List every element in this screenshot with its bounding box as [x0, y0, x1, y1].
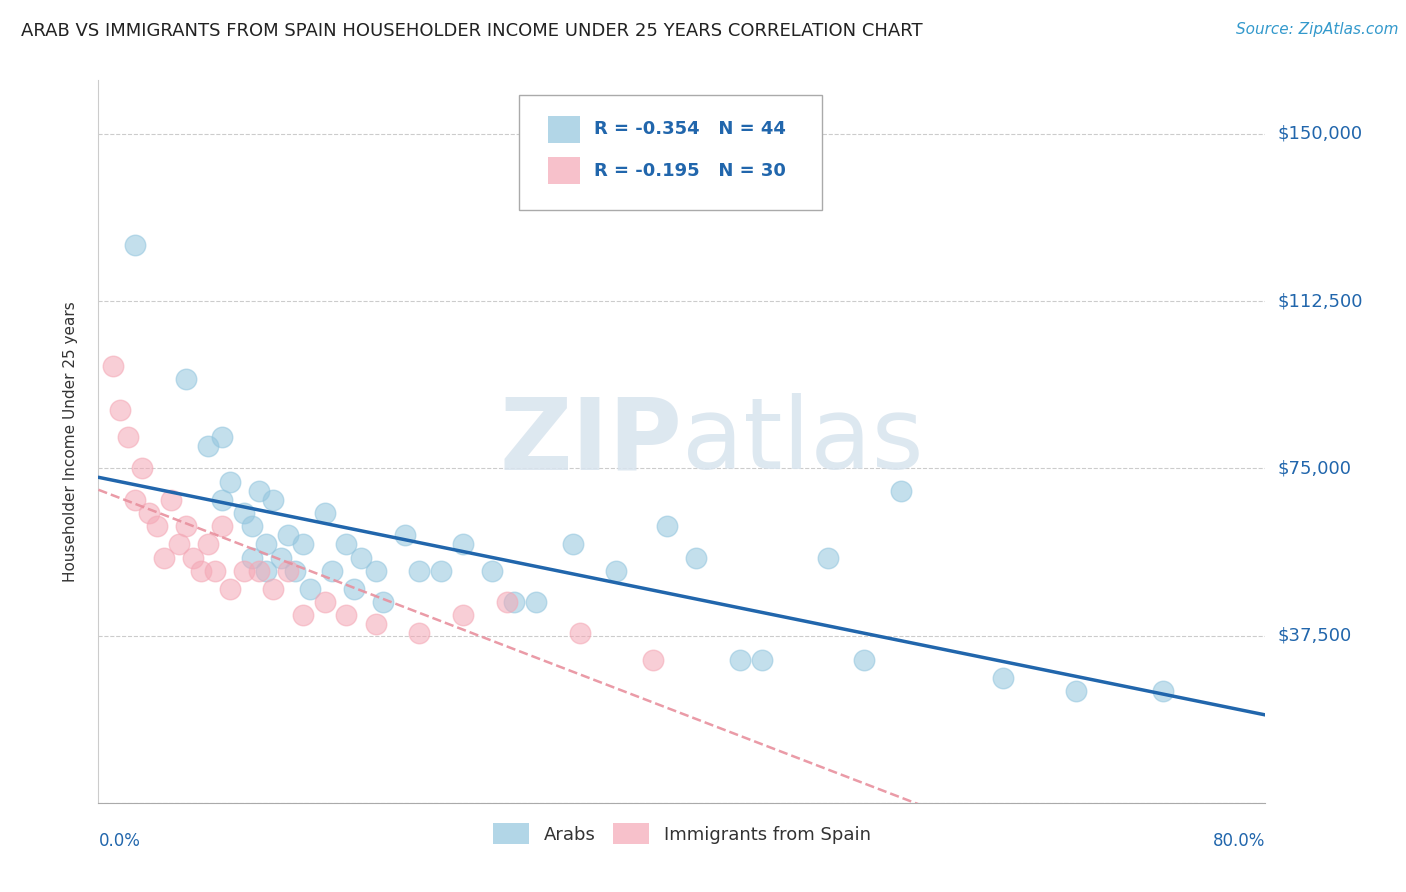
Point — [254, 537, 277, 551]
Point — [408, 564, 430, 578]
Point — [730, 653, 752, 667]
Point — [451, 608, 474, 623]
Point — [335, 537, 357, 551]
Point — [138, 506, 160, 520]
Point — [211, 492, 233, 507]
Point — [890, 483, 912, 498]
Point — [181, 550, 204, 565]
Text: Source: ZipAtlas.com: Source: ZipAtlas.com — [1236, 22, 1399, 37]
Text: R = -0.354   N = 44: R = -0.354 N = 44 — [595, 120, 786, 138]
Point — [233, 564, 256, 578]
Point — [153, 550, 176, 565]
Point — [284, 564, 307, 578]
Point — [451, 537, 474, 551]
Point — [314, 595, 336, 609]
Point — [503, 595, 526, 609]
Point — [298, 582, 321, 596]
Point — [167, 537, 190, 551]
Point — [240, 519, 263, 533]
Point — [751, 653, 773, 667]
Point — [817, 550, 839, 565]
Point — [291, 537, 314, 551]
Text: ARAB VS IMMIGRANTS FROM SPAIN HOUSEHOLDER INCOME UNDER 25 YEARS CORRELATION CHAR: ARAB VS IMMIGRANTS FROM SPAIN HOUSEHOLDE… — [21, 22, 922, 40]
Point — [211, 519, 233, 533]
Point — [160, 492, 183, 507]
Point — [174, 372, 197, 386]
Text: $112,500: $112,500 — [1277, 292, 1362, 310]
Point — [430, 564, 453, 578]
Text: atlas: atlas — [682, 393, 924, 490]
Point — [247, 483, 270, 498]
Point — [685, 550, 707, 565]
Point — [146, 519, 169, 533]
Point — [853, 653, 876, 667]
Point — [101, 359, 124, 373]
Point — [218, 582, 240, 596]
Point — [254, 564, 277, 578]
Text: 0.0%: 0.0% — [98, 831, 141, 850]
Text: $150,000: $150,000 — [1277, 125, 1362, 143]
FancyBboxPatch shape — [519, 95, 823, 211]
Point — [117, 430, 139, 444]
Point — [211, 430, 233, 444]
Point — [568, 626, 591, 640]
Point — [174, 519, 197, 533]
Point — [197, 439, 219, 453]
Point — [247, 564, 270, 578]
Point — [190, 564, 212, 578]
Point — [561, 537, 583, 551]
Point — [277, 564, 299, 578]
Text: 80.0%: 80.0% — [1213, 831, 1265, 850]
Text: $75,000: $75,000 — [1277, 459, 1351, 477]
Point — [124, 238, 146, 252]
Legend: Arabs, Immigrants from Spain: Arabs, Immigrants from Spain — [485, 816, 879, 852]
Text: ZIP: ZIP — [499, 393, 682, 490]
Point — [218, 475, 240, 489]
Point — [314, 506, 336, 520]
Point — [233, 506, 256, 520]
Point — [1064, 684, 1087, 698]
Point — [110, 403, 132, 417]
Point — [524, 595, 547, 609]
Point — [124, 492, 146, 507]
Point — [291, 608, 314, 623]
Point — [496, 595, 519, 609]
Point — [262, 492, 284, 507]
Point — [270, 550, 292, 565]
Point — [240, 550, 263, 565]
Point — [408, 626, 430, 640]
Point — [641, 653, 664, 667]
Point — [343, 582, 366, 596]
FancyBboxPatch shape — [548, 157, 581, 185]
Text: $37,500: $37,500 — [1277, 626, 1351, 645]
Point — [350, 550, 373, 565]
Point — [262, 582, 284, 596]
Point — [481, 564, 503, 578]
Point — [605, 564, 627, 578]
Point — [197, 537, 219, 551]
Y-axis label: Householder Income Under 25 years: Householder Income Under 25 years — [63, 301, 77, 582]
FancyBboxPatch shape — [548, 116, 581, 143]
Point — [364, 617, 387, 632]
Point — [991, 671, 1014, 685]
Point — [371, 595, 394, 609]
Point — [204, 564, 226, 578]
Point — [335, 608, 357, 623]
Text: R = -0.195   N = 30: R = -0.195 N = 30 — [595, 161, 786, 179]
Point — [131, 461, 153, 475]
Point — [364, 564, 387, 578]
Point — [657, 519, 679, 533]
Point — [321, 564, 343, 578]
Point — [1152, 684, 1174, 698]
Point — [394, 528, 416, 542]
Point — [277, 528, 299, 542]
